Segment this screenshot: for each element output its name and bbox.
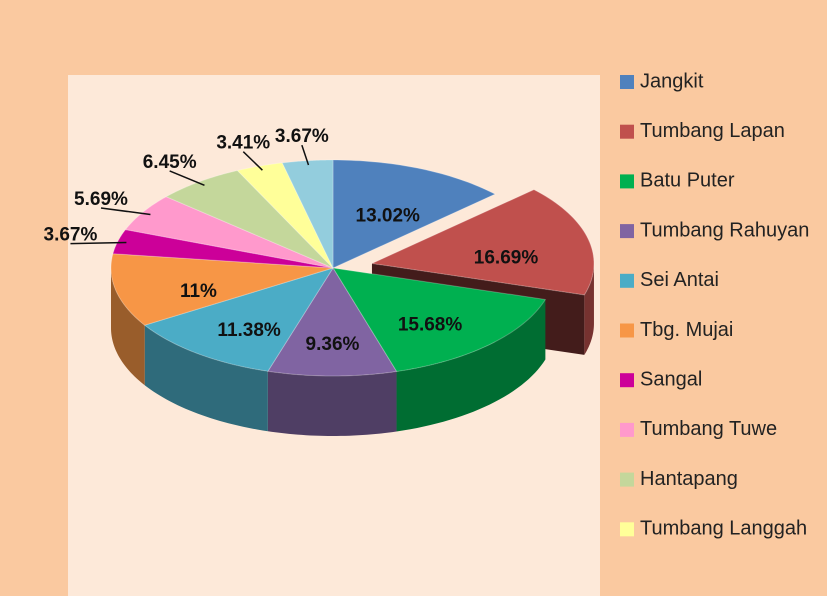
leader-line (242, 151, 263, 171)
slice-side (267, 371, 397, 436)
legend-label: Batu Puter (640, 170, 735, 192)
slice (165, 169, 334, 269)
legend-swatch (620, 522, 634, 537)
value-label: 3.67% (275, 126, 329, 147)
slice-side (111, 268, 145, 386)
value-label: 6.45% (143, 152, 197, 173)
slice (124, 196, 334, 269)
slice (112, 229, 334, 269)
legend-swatch (620, 373, 634, 388)
legend-label: Hantapang (640, 468, 738, 490)
legend-swatch (620, 75, 634, 89)
slice (143, 267, 335, 372)
legend-label: Jangkit (640, 70, 704, 92)
slice (110, 253, 334, 326)
legend-label: Tumbang Tuwe (640, 418, 777, 440)
slice (236, 162, 334, 269)
slice-side (584, 263, 594, 355)
leader-line (70, 241, 127, 245)
value-label: 5.69% (74, 189, 128, 210)
legend-swatch (620, 174, 634, 189)
leader-line (100, 207, 151, 216)
slice-side (396, 299, 546, 432)
value-label: 15.68% (398, 314, 463, 335)
leader-line (301, 144, 310, 166)
slice (332, 159, 497, 269)
legend-swatch (620, 422, 634, 437)
legend-label: Tumbang Lapan (640, 120, 785, 142)
legend-swatch (620, 323, 634, 338)
slice (267, 267, 398, 377)
legend-label: Sangal (640, 368, 702, 390)
legend-swatch (620, 472, 634, 487)
value-label: 13.02% (356, 206, 421, 227)
legend-label: Tbg. Mujai (640, 319, 733, 341)
slice-side (144, 325, 268, 432)
value-label: 11% (180, 281, 217, 302)
value-label: 3.41% (216, 133, 270, 154)
legend-label: Tumbang Langgah (640, 518, 807, 540)
legend-swatch (620, 124, 634, 139)
value-label: 11.38% (217, 320, 280, 341)
leader-line (169, 170, 205, 186)
legend-swatch (620, 224, 634, 239)
value-label: 16.69% (474, 247, 539, 268)
legend-label: Sei Antai (640, 269, 719, 291)
value-label: 3.67% (44, 225, 98, 246)
slice (370, 189, 595, 296)
legend-swatch (620, 273, 634, 288)
value-label: 9.36% (306, 334, 360, 355)
slice (332, 267, 547, 373)
legend-label: Tumbang Rahuyan (640, 219, 809, 241)
